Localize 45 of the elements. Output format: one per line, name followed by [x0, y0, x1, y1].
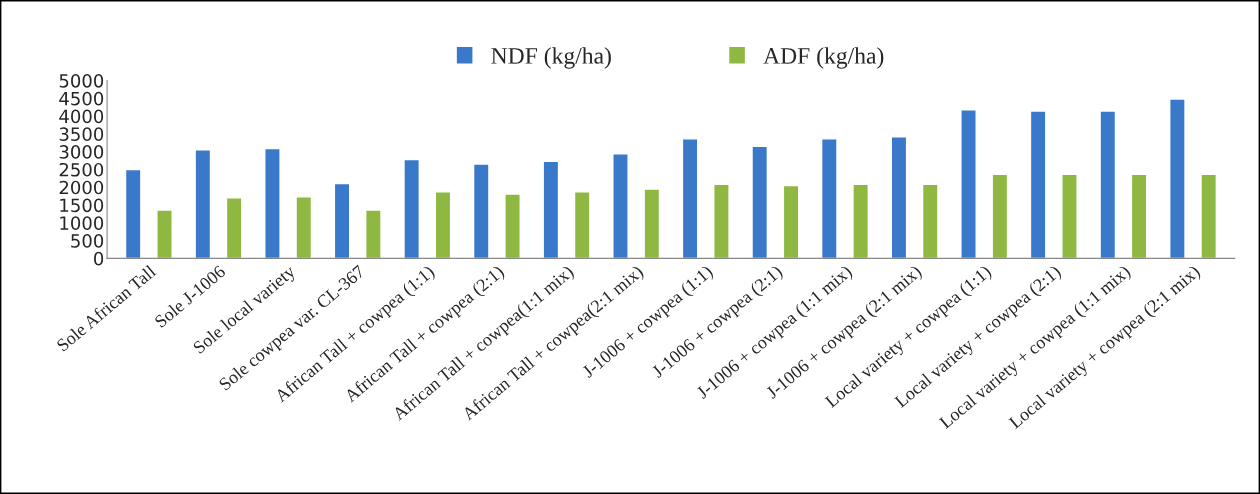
bar [403, 158, 421, 259]
y-tick-label: 1000 [60, 216, 104, 230]
bar [1169, 98, 1186, 259]
bar [365, 209, 382, 259]
bar [921, 183, 939, 259]
y-tick-label: 2500 [59, 162, 104, 177]
bar [542, 160, 560, 259]
bar [434, 191, 452, 259]
bar [1099, 110, 1117, 259]
bar [612, 153, 629, 259]
bar [1200, 173, 1218, 259]
bar [1061, 173, 1078, 259]
bar [472, 163, 490, 259]
y-tick-label: 3000 [59, 145, 104, 159]
y-tick-label: 2000 [59, 180, 104, 195]
y-tick-label: 500 [71, 234, 104, 248]
y-tick-label: 4000 [59, 109, 104, 124]
bar [852, 183, 869, 259]
y-tick-label: 1500 [60, 198, 104, 213]
y-tick-label: 5000 [59, 73, 104, 88]
bar [504, 193, 521, 259]
y-tick-label: 4500 [59, 91, 104, 106]
bar [1029, 110, 1047, 259]
y-tick-label: 0 [94, 251, 104, 266]
bar [573, 191, 591, 259]
bar [295, 196, 313, 259]
bar [1130, 173, 1148, 259]
bar [124, 168, 142, 259]
legend-label: ADF (kg/ha) [763, 47, 884, 69]
bar [333, 182, 351, 259]
bar [681, 138, 699, 259]
bar [890, 136, 908, 259]
bar [156, 209, 173, 259]
bar [713, 183, 730, 259]
bar [225, 197, 243, 259]
bar [820, 138, 838, 259]
bar [960, 108, 977, 259]
bar [194, 149, 212, 259]
bar [751, 145, 769, 259]
y-tick-label: 3500 [59, 127, 104, 141]
legend-label: NDF (kg/ha) [491, 47, 611, 69]
bar [643, 188, 661, 259]
bar [782, 184, 800, 259]
bar [264, 147, 281, 259]
bar [991, 173, 1009, 259]
